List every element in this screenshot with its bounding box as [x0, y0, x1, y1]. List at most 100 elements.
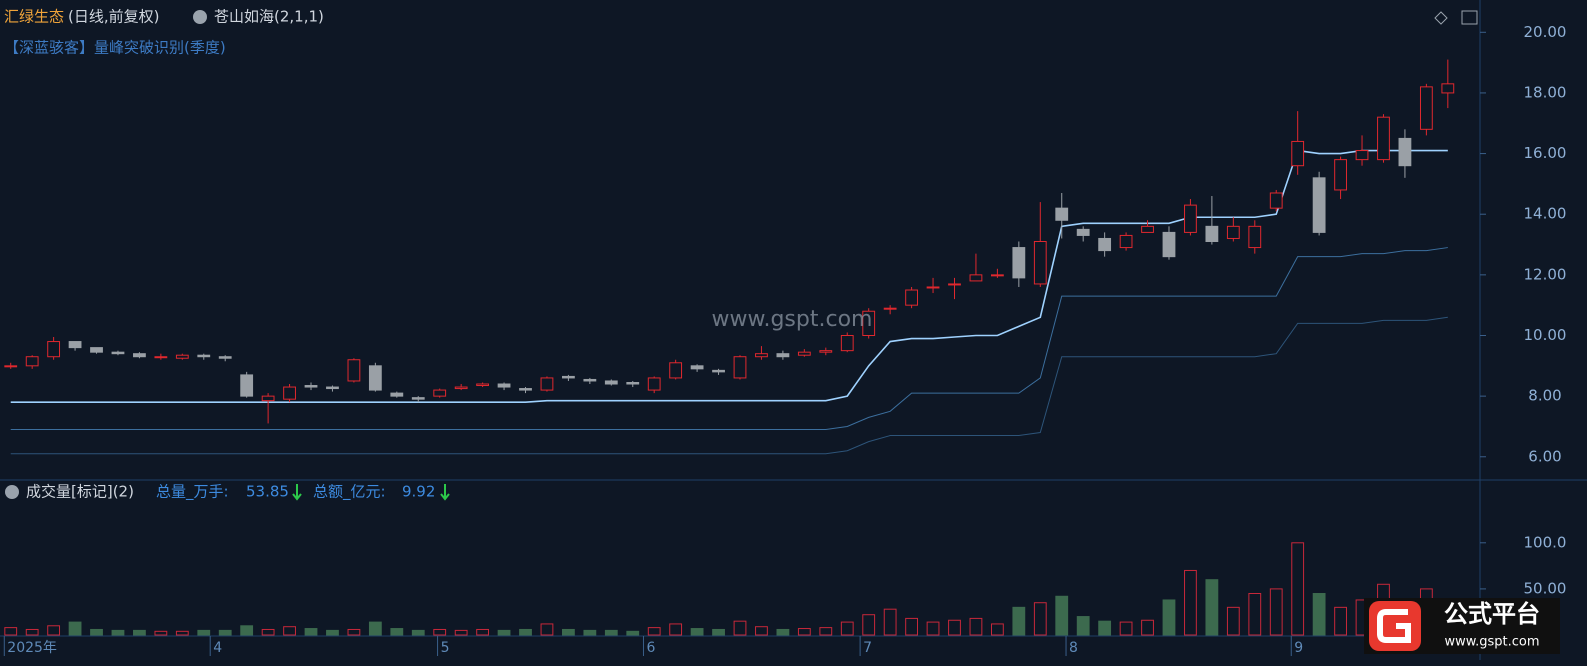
candle-body: [1312, 177, 1326, 233]
volume-bar: [540, 623, 554, 636]
candle-body: [990, 274, 1004, 277]
volume-bar: [1205, 579, 1219, 636]
candle-body: [1355, 150, 1369, 161]
candle-body: [883, 307, 897, 310]
candle-body: [154, 356, 168, 359]
y-tick-label: 100.0: [1524, 533, 1567, 551]
candle-body: [776, 353, 790, 358]
band-line: [10, 247, 1448, 430]
volume-title[interactable]: 成交量[标记](2): [26, 483, 134, 501]
candle-body: [1055, 207, 1069, 221]
volume-bar: [562, 628, 575, 636]
candle-body: [755, 353, 768, 358]
volume-bar: [905, 617, 918, 636]
logo-glyph: [1377, 609, 1411, 643]
volume-bar: [90, 628, 103, 636]
logo-mark: [1369, 601, 1421, 651]
candle-body: [68, 341, 82, 349]
candle-body: [604, 380, 618, 385]
candle-body: [797, 351, 811, 356]
volume-bar: [1012, 606, 1026, 636]
candle-body: [476, 383, 490, 387]
period: (日线,前复权): [68, 8, 159, 26]
candle-body: [25, 356, 39, 367]
volume-bar: [326, 629, 339, 636]
volume-bar: [1291, 542, 1305, 636]
candle-body: [1098, 237, 1112, 252]
diamond-button[interactable]: [1434, 11, 1448, 25]
volume-bar: [669, 623, 683, 636]
volume-bar: [368, 621, 382, 636]
candle-body: [540, 377, 554, 391]
volume-bar: [862, 614, 876, 636]
candle-body: [1291, 140, 1305, 167]
volume-bar: [990, 623, 1004, 636]
candle-body: [1141, 225, 1154, 233]
y-tick-label: 16.00: [1524, 144, 1567, 162]
y-tick-label: 6.00: [1528, 447, 1561, 465]
volume-bar: [926, 621, 940, 636]
candle-body: [411, 397, 425, 400]
volume-bar: [111, 629, 125, 636]
candle-body: [1226, 225, 1240, 239]
candle-body: [733, 356, 747, 379]
volume-bar: [476, 628, 490, 636]
candle-body: [1269, 192, 1283, 209]
candle-body: [1248, 225, 1262, 249]
volume-bar: [1119, 621, 1133, 636]
indicator-icon[interactable]: [193, 10, 207, 24]
volume-bar: [454, 629, 468, 636]
candle-body: [1441, 83, 1455, 94]
x-tick-label: 8: [1069, 640, 1078, 656]
volume-bar: [1312, 593, 1326, 636]
down-arrow: [440, 484, 450, 501]
volume-bar: [133, 629, 146, 636]
candle-body: [283, 386, 296, 400]
x-tick-label: 6: [646, 640, 655, 656]
y-tick-label: 18.00: [1524, 83, 1567, 101]
volume-bar: [1162, 599, 1176, 636]
candle-body: [304, 385, 318, 388]
candle-body: [454, 386, 468, 390]
y-tick-label: 12.00: [1524, 265, 1567, 283]
panel-button[interactable]: [1461, 10, 1478, 25]
volume-bar: [1184, 569, 1197, 636]
volume-bar: [304, 628, 318, 636]
x-tick-label: 5: [441, 640, 450, 656]
y-tick-label: 8.00: [1528, 387, 1561, 405]
down-arrow: [292, 484, 302, 501]
candle-body: [562, 375, 575, 379]
volume-bar: [47, 625, 61, 636]
candle-body: [197, 354, 211, 358]
volume-icon[interactable]: [5, 485, 19, 499]
candle-body: [819, 350, 833, 353]
candle-body: [840, 334, 854, 352]
candle-body: [1419, 86, 1433, 130]
volume-bar: [690, 628, 704, 636]
x-tick-label: 7: [863, 640, 872, 656]
volume-bar: [497, 629, 511, 636]
volume-bar: [390, 628, 404, 636]
volume-bar: [175, 630, 189, 636]
candle-body: [240, 374, 254, 397]
volume-bar: [1141, 619, 1154, 636]
logo-url: www.gspt.com: [1444, 635, 1539, 650]
candle-body: [519, 388, 532, 391]
candle-body: [669, 362, 683, 379]
candle-body: [583, 378, 597, 382]
volume-bar: [948, 619, 961, 636]
band-line: [10, 149, 1448, 403]
y-tick-label: 10.00: [1524, 326, 1567, 344]
band-line: [10, 316, 1448, 455]
indicator-name[interactable]: 苍山如海(2,1,1): [214, 8, 324, 26]
candle-body: [261, 395, 275, 402]
candle-body: [712, 369, 725, 373]
volume-bar: [626, 630, 640, 636]
volume-bar: [1269, 588, 1283, 636]
candle-body: [326, 386, 339, 390]
volume-bar: [240, 625, 254, 636]
candle-body: [1334, 159, 1347, 191]
candle-body: [626, 381, 640, 385]
